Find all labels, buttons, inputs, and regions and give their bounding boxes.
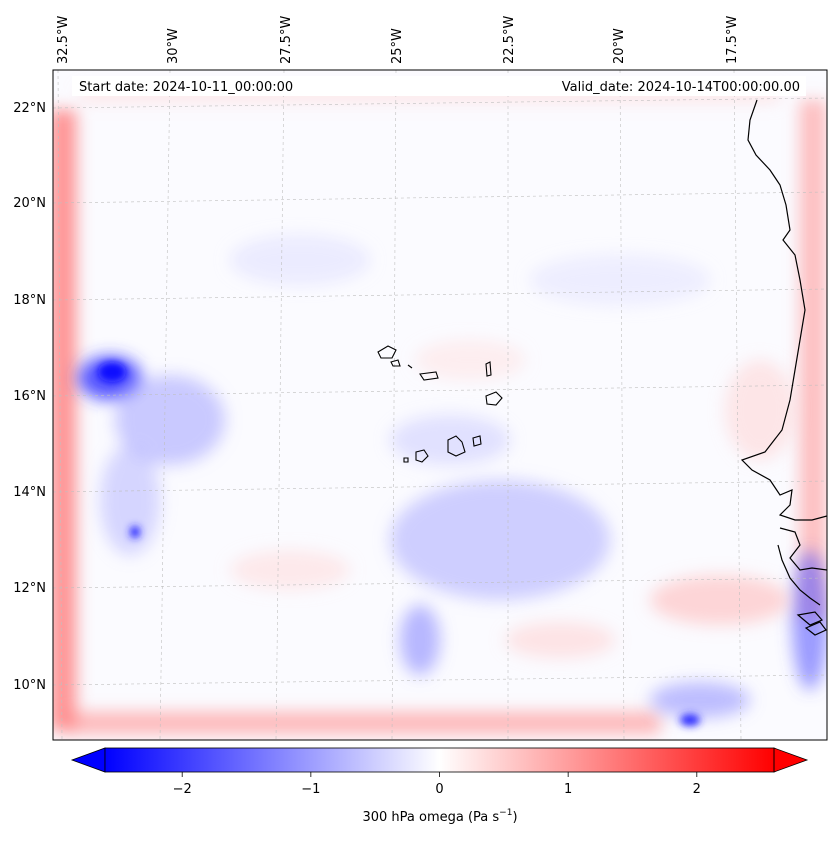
lat-label-18n: 18°N xyxy=(13,293,46,308)
longitude-labels: 32.5°W 30°W 27.5°W 25°W 22.5°W 20°W 17.5… xyxy=(56,16,740,64)
start-date-label: Start date: 2024-10-11_00:00:00 xyxy=(79,80,293,95)
map-gridlines xyxy=(53,70,827,740)
strong-ascent-core xyxy=(98,362,700,726)
lon-label-22-5w: 22.5°W xyxy=(502,16,517,64)
valid-date-label: Valid_date: 2024-10-14T00:00:00.00 xyxy=(562,80,800,95)
colorbar-tick-label: 1 xyxy=(564,782,572,797)
colorbar-gradient xyxy=(105,748,774,772)
lon-label-32-5w: 32.5°W xyxy=(56,16,71,64)
colorbar-label: 300 hPa omega (Pa s−1) xyxy=(362,808,517,825)
coastlines xyxy=(740,99,827,636)
omega-field xyxy=(53,70,827,740)
lat-label-14n: 14°N xyxy=(13,485,46,500)
colorbar: −2 −1 0 1 2 300 hPa omega (Pa s−1) xyxy=(70,747,809,825)
lon-label-30w: 30°W xyxy=(166,28,181,64)
header-box xyxy=(72,76,806,96)
lon-label-27-5w: 27.5°W xyxy=(279,16,294,64)
lat-label-16n: 16°N xyxy=(13,389,46,404)
colorbar-min-extend xyxy=(70,747,106,773)
lat-label-10n: 10°N xyxy=(13,678,46,693)
colorbar-ticks: −2 −1 0 1 2 xyxy=(173,772,701,797)
lat-label-12n: 12°N xyxy=(13,581,46,596)
cape-verde-islands xyxy=(377,345,503,463)
colorbar-tick-label: −1 xyxy=(301,782,320,797)
colorbar-max-extend xyxy=(773,747,809,773)
colorbar-tick-label: −2 xyxy=(173,782,192,797)
plot-frame xyxy=(52,69,828,741)
lon-label-20w: 20°W xyxy=(612,28,627,64)
latitude-labels: 22°N 20°N 18°N 16°N 14°N 12°N 10°N xyxy=(13,101,46,693)
lon-label-25w: 25°W xyxy=(390,28,405,64)
lon-label-17-5w: 17.5°W xyxy=(725,16,740,64)
colorbar-tick-label: 0 xyxy=(435,782,443,797)
lat-label-22n: 22°N xyxy=(13,101,46,116)
colorbar-tick-label: 2 xyxy=(693,782,701,797)
lat-label-20n: 20°N xyxy=(13,196,46,211)
